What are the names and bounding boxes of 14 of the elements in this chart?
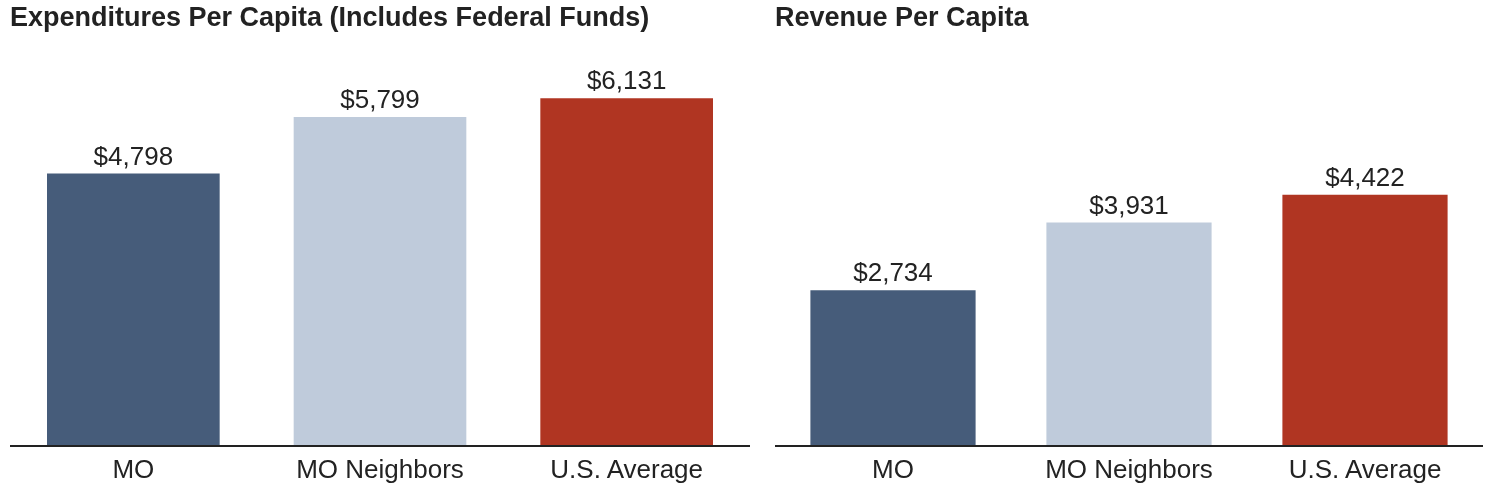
- data-label: $6,131: [586, 65, 667, 96]
- data-label: $5,799: [340, 83, 420, 114]
- x-tick-label: U.S. Average: [1288, 454, 1442, 485]
- chart-title: Expenditures Per Capita (Includes Federal Funds): [10, 2, 650, 33]
- data-label: $4,422: [1325, 161, 1405, 192]
- x-tick-label: MO: [112, 454, 155, 485]
- data-label: $4,798: [93, 140, 174, 171]
- data-label: $3,931: [1089, 189, 1169, 220]
- x-tick-label: U.S. Average: [550, 454, 704, 485]
- data-label: $2,734: [853, 257, 933, 288]
- x-tick-label: MO Neighbors: [1045, 454, 1213, 485]
- x-tick-label: MO Neighbors: [296, 454, 464, 485]
- chart-title: Revenue Per Capita: [775, 2, 1030, 33]
- x-tick-label: MO: [872, 454, 914, 485]
